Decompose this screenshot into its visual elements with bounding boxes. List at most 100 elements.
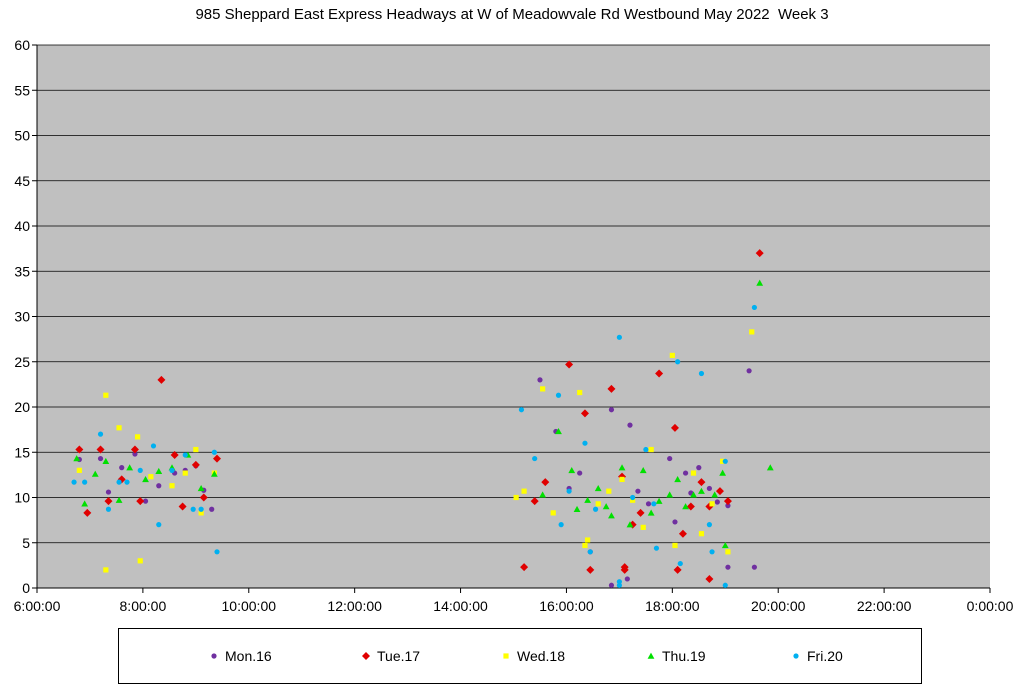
data-point-tue-17 xyxy=(530,497,539,506)
legend-marker-shape xyxy=(211,653,217,659)
data-point-fri-20 xyxy=(566,488,572,494)
data-point-thu-19 xyxy=(626,521,634,528)
data-point-fri-20 xyxy=(722,458,728,464)
y-tick-label: 50 xyxy=(14,128,30,144)
data-point-fri-20 xyxy=(706,522,712,528)
data-point-thu-19 xyxy=(647,509,655,516)
x-tick-label: 18:00:00 xyxy=(645,598,700,614)
data-point-fri-20 xyxy=(582,440,588,446)
data-point-fri-20 xyxy=(137,467,143,473)
data-point-fri-20 xyxy=(698,370,705,377)
data-point-fri-20 xyxy=(651,501,657,507)
data-point-tue-17 xyxy=(83,508,92,517)
y-tick-label: 5 xyxy=(22,535,30,551)
series-mon-16 xyxy=(76,368,757,588)
x-tick-label: 20:00:00 xyxy=(751,598,806,614)
data-point-tue-17 xyxy=(136,497,145,506)
data-point-wed-18 xyxy=(672,542,678,549)
data-point-tue-17 xyxy=(673,565,682,574)
data-point-thu-19 xyxy=(608,512,615,519)
data-point-fri-20 xyxy=(558,522,564,528)
x-tick-label: 14:00:00 xyxy=(433,598,488,614)
data-point-fri-20 xyxy=(211,449,217,455)
data-point-tue-17 xyxy=(178,502,187,511)
y-tick-label: 25 xyxy=(14,354,30,370)
data-point-fri-20 xyxy=(156,522,162,528)
data-point-tue-17 xyxy=(191,460,200,469)
data-point-wed-18 xyxy=(698,531,705,537)
axes xyxy=(32,44,991,593)
data-point-wed-18 xyxy=(182,470,188,476)
data-point-tue-17 xyxy=(541,478,550,487)
data-point-thu-19 xyxy=(91,470,99,477)
data-point-thu-19 xyxy=(81,500,89,507)
data-point-fri-20 xyxy=(653,545,660,551)
data-point-tue-17 xyxy=(636,508,645,517)
data-point-fri-20 xyxy=(751,304,757,311)
data-point-fri-20 xyxy=(587,549,593,555)
legend-marker-icon xyxy=(789,649,803,663)
data-point-mon-16 xyxy=(645,501,652,507)
y-tick-label: 20 xyxy=(14,399,30,415)
data-point-thu-19 xyxy=(655,497,663,504)
data-point-mon-16 xyxy=(672,519,678,525)
data-point-wed-18 xyxy=(690,470,697,476)
data-point-fri-20 xyxy=(722,582,728,588)
data-point-tue-17 xyxy=(130,445,139,454)
data-point-wed-18 xyxy=(116,425,122,431)
data-point-mon-16 xyxy=(667,455,673,462)
y-tick-label: 15 xyxy=(14,444,30,460)
y-tick-label: 35 xyxy=(14,263,30,279)
data-point-tue-17 xyxy=(199,493,208,502)
data-point-thu-19 xyxy=(115,496,123,503)
data-point-wed-18 xyxy=(169,483,175,489)
data-point-thu-19 xyxy=(666,491,674,498)
x-tick-label: 12:00:00 xyxy=(327,598,382,614)
data-point-tue-17 xyxy=(697,478,706,487)
data-point-mon-16 xyxy=(682,470,689,476)
series-tue-17 xyxy=(75,249,764,583)
legend-label: Mon.16 xyxy=(225,648,272,665)
legend-label: Wed.18 xyxy=(517,648,565,665)
data-point-mon-16 xyxy=(132,451,138,457)
data-point-fri-20 xyxy=(643,446,649,453)
data-point-thu-19 xyxy=(568,466,576,474)
legend-marker-icon xyxy=(359,649,373,663)
series-wed-18 xyxy=(76,329,755,573)
data-point-thu-19 xyxy=(555,428,562,435)
gridlines xyxy=(37,44,990,544)
data-point-fri-20 xyxy=(616,334,622,340)
data-point-wed-18 xyxy=(193,446,199,453)
data-point-fri-20 xyxy=(71,479,77,485)
data-point-thu-19 xyxy=(698,487,705,494)
series-fri-20 xyxy=(71,304,757,588)
data-point-thu-19 xyxy=(766,464,774,471)
data-point-wed-18 xyxy=(103,567,109,573)
chart-title: 985 Sheppard East Express Headways at W … xyxy=(195,6,829,23)
data-point-thu-19 xyxy=(602,503,610,510)
data-point-tue-17 xyxy=(170,450,179,459)
x-tick-label: 6:00:00 xyxy=(14,598,61,614)
data-point-tue-17 xyxy=(157,375,166,384)
data-point-wed-18 xyxy=(669,352,675,359)
y-tick-label: 0 xyxy=(22,580,30,596)
data-point-wed-18 xyxy=(577,389,583,396)
data-point-thu-19 xyxy=(73,455,81,462)
data-point-fri-20 xyxy=(169,467,175,473)
data-point-thu-19 xyxy=(126,464,134,471)
data-point-mon-16 xyxy=(608,407,615,413)
data-point-tue-17 xyxy=(755,249,764,258)
legend-item-wed-18: Wed.18 xyxy=(499,647,565,664)
data-point-fri-20 xyxy=(82,479,88,485)
legend-marker-icon xyxy=(207,649,221,663)
legend-label: Fri.20 xyxy=(807,648,843,665)
data-point-mon-16 xyxy=(714,499,720,505)
y-tick-label: 40 xyxy=(14,218,30,234)
x-tick-labels: 6:00:00 8:00:00 10:00:00 12:00:00 14:00:00 16… xyxy=(14,598,1014,614)
data-point-thu-19 xyxy=(142,476,149,483)
data-point-tue-17 xyxy=(586,565,595,574)
data-point-wed-18 xyxy=(550,510,556,516)
data-point-thu-19 xyxy=(618,464,626,471)
data-point-tue-17 xyxy=(565,360,574,369)
data-point-fri-20 xyxy=(616,582,622,588)
